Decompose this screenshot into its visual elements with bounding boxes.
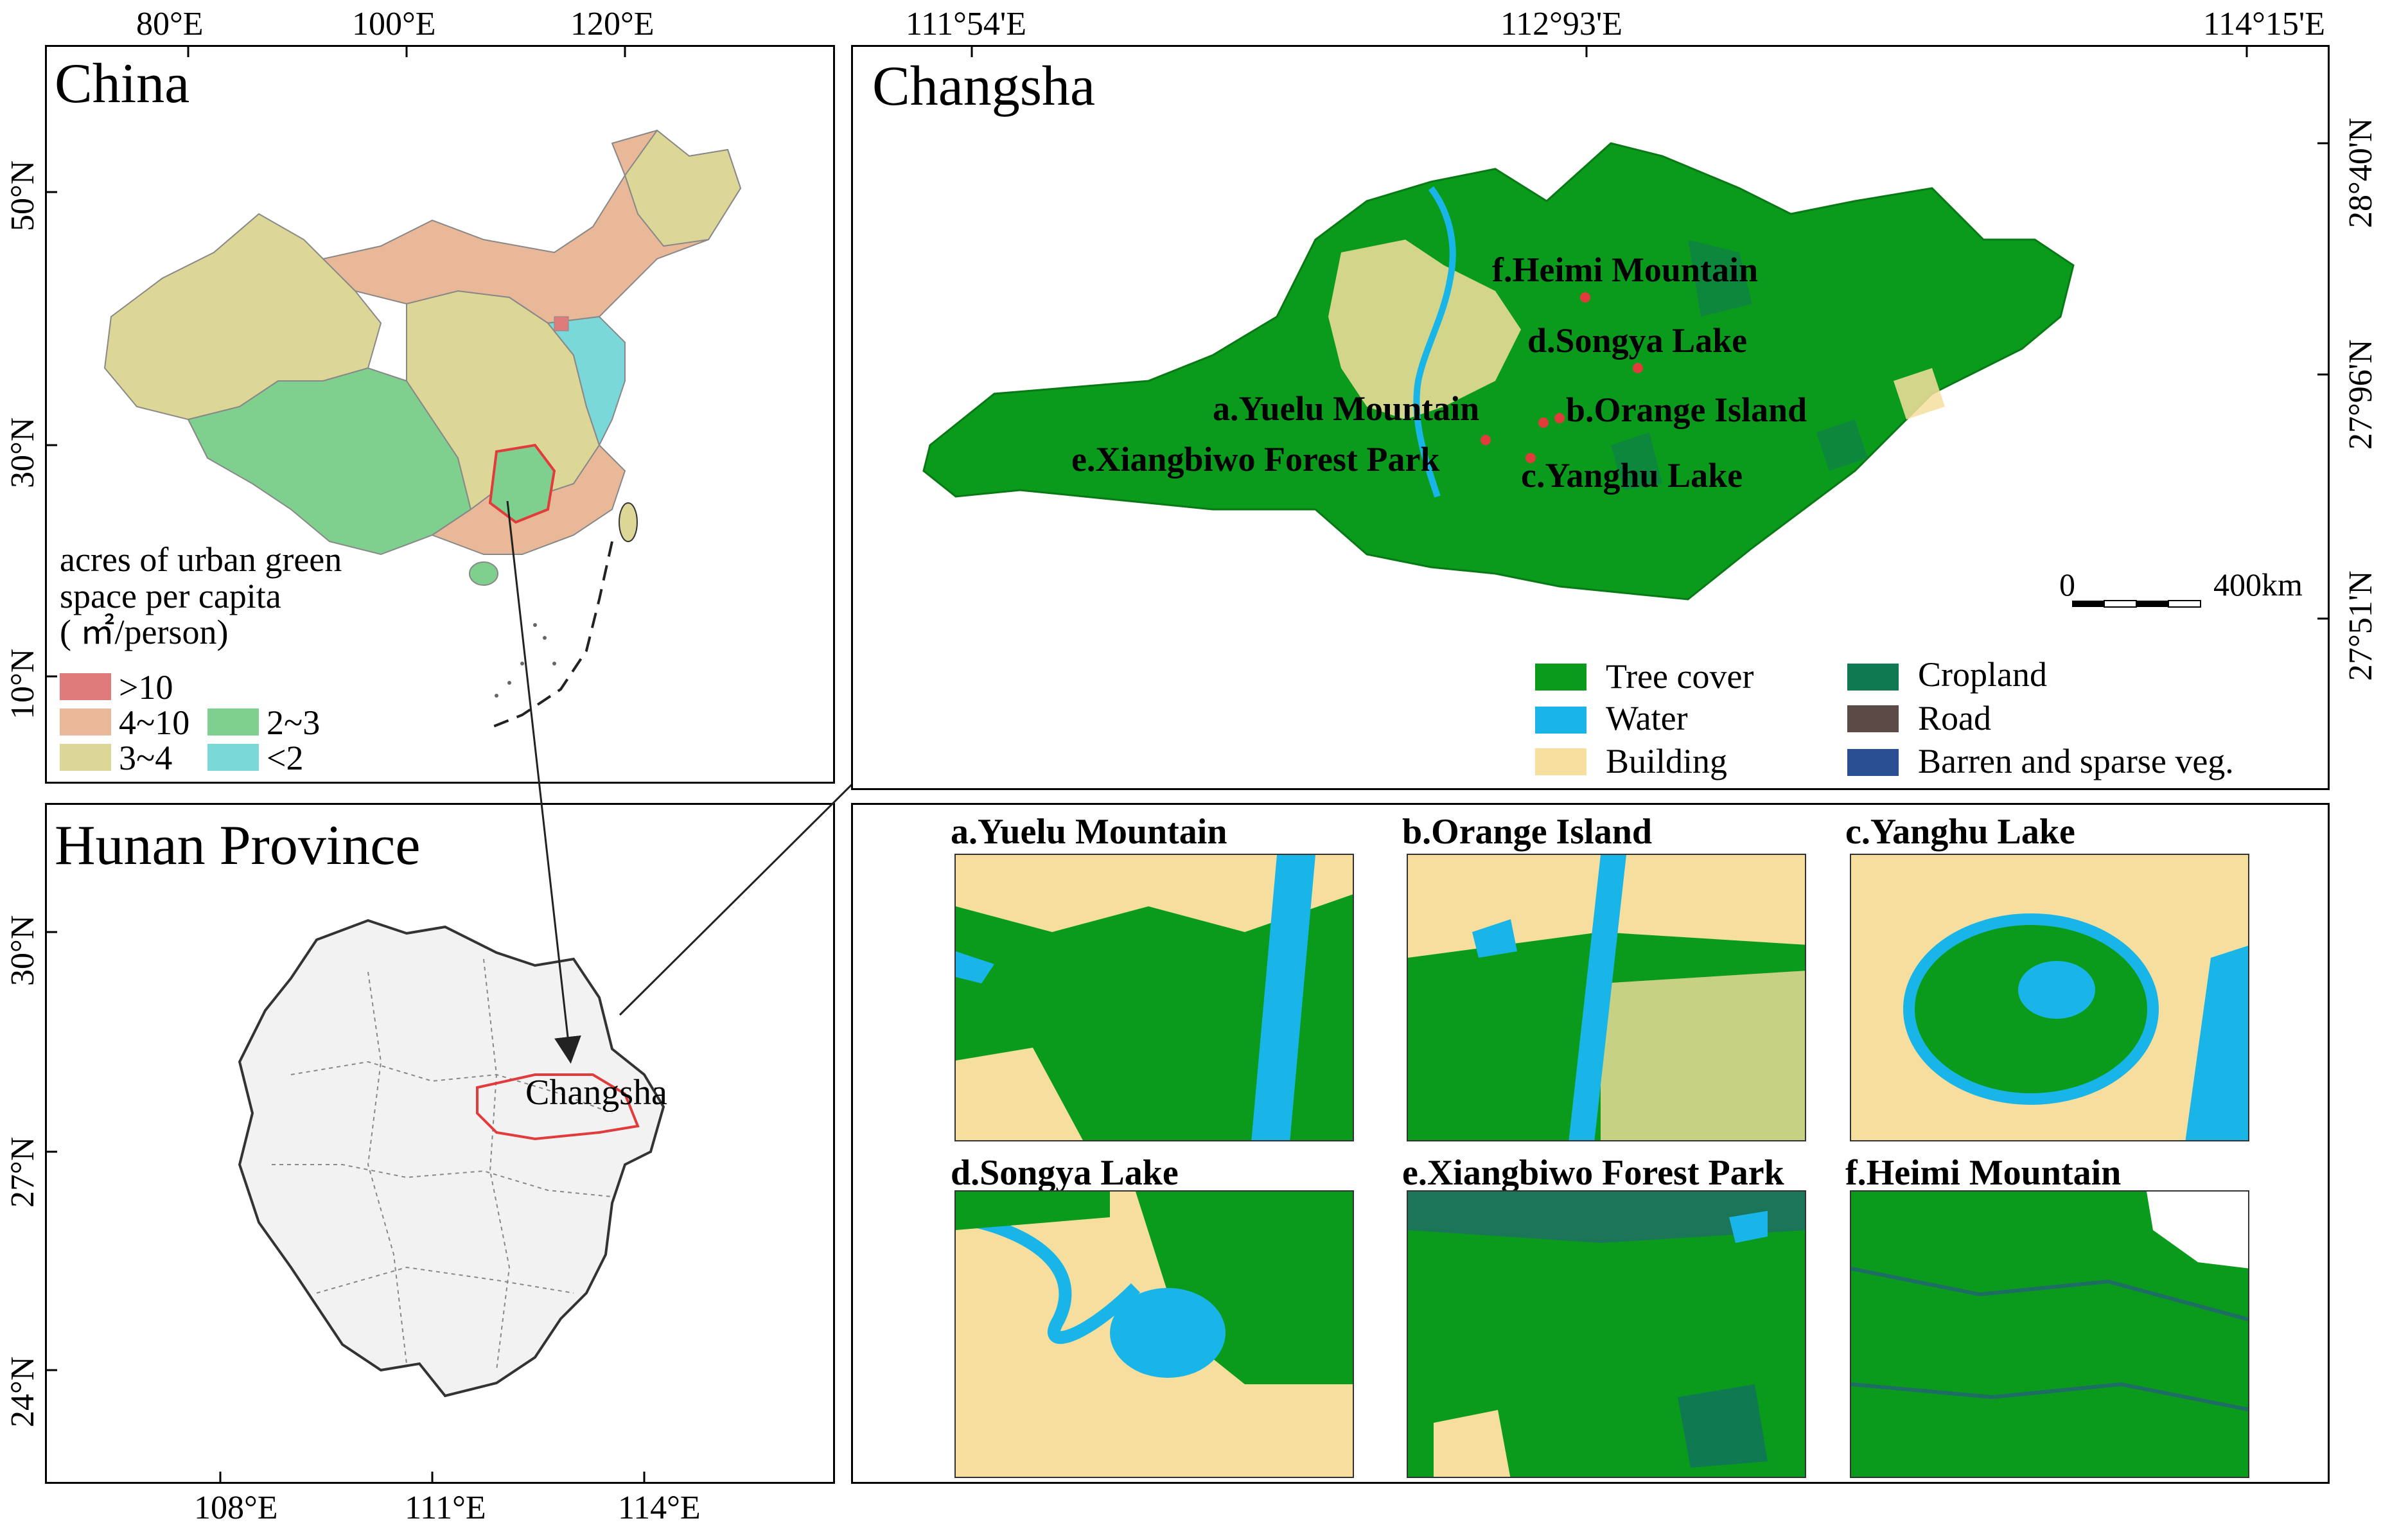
beijing-highlight	[554, 316, 569, 331]
china-panel: China acres of urban green space per cap…	[45, 45, 835, 784]
xiang-river	[1413, 186, 1456, 498]
china-map	[47, 47, 742, 729]
marker-yanghu	[1525, 453, 1536, 463]
legend-swatch-gt10	[60, 673, 111, 700]
legend-label-building: Building	[1606, 742, 1728, 780]
legend-label-2-3: 2~3	[267, 703, 321, 742]
hunan-ytick-27: 27°N	[4, 1136, 41, 1208]
legend-swatch-cropland	[1847, 664, 1899, 691]
hainan-island	[469, 561, 498, 586]
marker-yuelu	[1538, 418, 1549, 428]
scale-end: 400km	[2213, 567, 2303, 603]
china-ytick-10: 10°N	[4, 648, 41, 719]
hunan-county-lines	[272, 958, 613, 1371]
china-region-east	[547, 315, 626, 447]
changsha-ytick-3: 27°51'N	[2342, 570, 2379, 681]
changsha-cropland-patches	[1611, 240, 1868, 490]
china-title: China	[55, 53, 190, 115]
changsha-panel: Changsha f.Heimi Mountain d.Songya Lake …	[851, 45, 2330, 790]
inset-yanghu	[1850, 854, 2249, 1141]
hunan-ytick-30: 30°N	[4, 915, 41, 986]
legend-swatch-building	[1535, 748, 1586, 775]
south-sea-boundary	[489, 541, 613, 729]
legend-title-line-3: ( ㎡/person)	[60, 613, 229, 652]
inset-xiangbiwo	[1407, 1190, 1806, 1478]
south-sea-islands	[495, 623, 556, 698]
marker-xiangbiwo	[1481, 435, 1491, 445]
hunan-title: Hunan Province	[55, 814, 421, 877]
changsha-building-patch	[1894, 368, 1945, 419]
inset-title-c: c.Yanghu Lake	[1845, 812, 2075, 852]
changsha-ytick-2: 27°96'N	[2342, 339, 2379, 450]
legend-label-barren: Barren and sparse veg.	[1918, 742, 2234, 780]
legend-swatch-road	[1847, 705, 1899, 732]
hunan-map	[47, 919, 665, 1482]
china-xtick-120: 120°E	[570, 6, 655, 42]
hunan-outline	[238, 919, 665, 1398]
legend-swatch-tree	[1535, 664, 1586, 691]
china-region-west	[103, 213, 382, 421]
legend-label-3-4: 3~4	[119, 739, 173, 777]
site-label-orange: b.Orange Island	[1566, 391, 1807, 429]
scale-bar	[2072, 600, 2201, 608]
hunan-highlight	[488, 443, 556, 524]
changsha-ytick-1: 28°40'N	[2342, 118, 2379, 228]
site-label-yanghu: c.Yanghu Lake	[1521, 456, 1743, 495]
hunan-city-label: Changsha	[525, 1073, 667, 1113]
china-region-northeast	[624, 129, 742, 247]
inset-title-d: d.Songya Lake	[951, 1153, 1179, 1193]
hunan-xtick-114: 114°E	[618, 1490, 701, 1526]
china-xtick-80: 80°E	[136, 6, 204, 42]
legend-label-lt2: <2	[267, 739, 304, 777]
taiwan-island	[619, 502, 638, 542]
china-xtick-100: 100°E	[352, 6, 436, 42]
site-label-xiangbiwo: e.Xiangbiwo Forest Park	[1071, 440, 1440, 479]
china-ytick-50: 50°N	[4, 160, 41, 231]
legend-swatch-lt2	[207, 744, 259, 771]
legend-title-line-1: acres of urban green	[60, 540, 342, 579]
legend-swatch-barren	[1847, 749, 1899, 776]
changsha-outline	[476, 1073, 640, 1141]
legend-label-water: Water	[1606, 699, 1688, 737]
scale-start: 0	[2059, 567, 2075, 603]
inset-heimi	[1850, 1190, 2249, 1478]
marker-songya	[1633, 363, 1643, 373]
inset-title-e: e.Xiangbiwo Forest Park	[1402, 1153, 1784, 1193]
inset-title-f: f.Heimi Mountain	[1845, 1153, 2122, 1193]
marker-orange	[1554, 413, 1565, 423]
insets-panel: a.Yuelu Mountain b.Orange Island c.Yangh…	[851, 803, 2330, 1484]
inset-title-a: a.Yuelu Mountain	[951, 812, 1227, 852]
china-ytick-30: 30°N	[4, 417, 41, 488]
legend-swatch-3-4	[60, 744, 111, 771]
legend-swatch-water	[1535, 707, 1586, 734]
site-label-heimi: f.Heimi Mountain	[1492, 251, 1758, 289]
changsha-xtick-3: 114°15'E	[2203, 6, 2325, 42]
site-label-yuelu: a.Yuelu Mountain	[1213, 389, 1480, 428]
hunan-ytick-24: 24°N	[4, 1356, 41, 1427]
legend-label-4-10: 4~10	[119, 703, 190, 742]
changsha-title: Changsha	[872, 55, 1096, 118]
china-legend-title: acres of urban green space per capita ( …	[60, 541, 342, 651]
legend-label-cropland: Cropland	[1918, 655, 2047, 694]
marker-heimi	[1580, 292, 1590, 303]
changsha-landcover-map	[922, 47, 2328, 620]
inset-songya	[954, 1190, 1354, 1478]
inset-orange	[1407, 854, 1806, 1141]
legend-label-road: Road	[1918, 699, 1991, 737]
changsha-xtick-2: 112°93'E	[1500, 6, 1622, 42]
changsha-xtick-1: 111°54'E	[906, 6, 1027, 42]
hunan-panel: Hunan Province Changsha	[45, 803, 835, 1484]
hunan-xtick-108: 108°E	[194, 1490, 278, 1526]
legend-swatch-2-3	[207, 709, 259, 735]
inset-title-b: b.Orange Island	[1402, 812, 1652, 852]
site-label-songya: d.Songya Lake	[1527, 321, 1748, 360]
hunan-xtick-111: 111°E	[405, 1490, 486, 1526]
legend-label-gt10: >10	[119, 668, 173, 707]
legend-swatch-4-10	[60, 709, 111, 735]
legend-title-line-2: space per capita	[60, 576, 281, 615]
site-markers	[1481, 292, 1643, 463]
inset-yuelu	[954, 854, 1354, 1141]
legend-label-tree: Tree cover	[1606, 657, 1754, 696]
changsha-building-core	[1328, 240, 1521, 419]
